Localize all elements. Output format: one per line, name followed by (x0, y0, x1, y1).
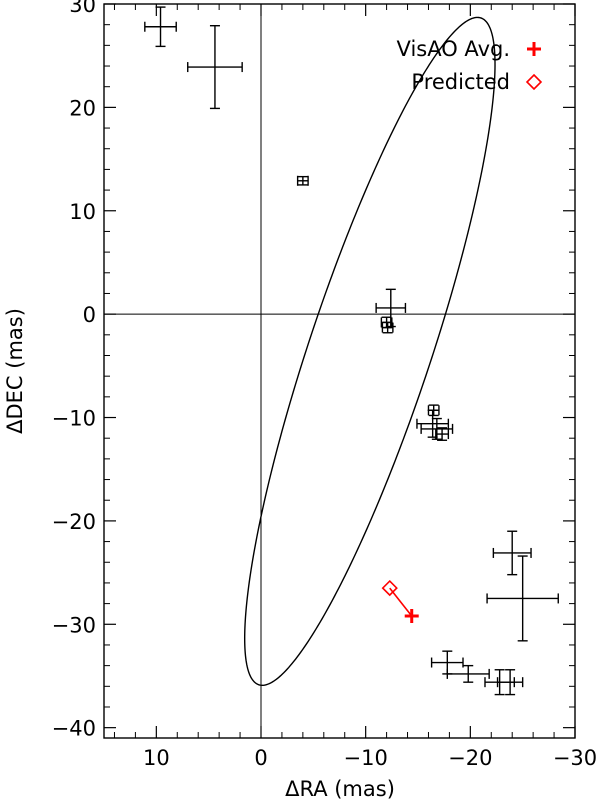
astrometry-point (492, 530, 532, 576)
predicted-marker (381, 579, 398, 597)
astrometry-point (296, 175, 309, 186)
legend-markers (525, 42, 543, 91)
y-tick-label: 20 (69, 96, 96, 120)
visao-avg-marker (404, 609, 419, 624)
x-axis: 10 0 −10 −20 −30 (113, 4, 597, 770)
astrometry-point (496, 669, 524, 696)
plot-frame (103, 3, 576, 739)
predicted-connector-line (389, 587, 413, 617)
y-tick-label: −10 (52, 407, 96, 431)
astrometry-point (486, 555, 559, 642)
data-points (144, 6, 559, 696)
y-tick-label: 10 (69, 200, 96, 224)
astrometry-point (446, 664, 490, 683)
legend-plus-marker (527, 42, 541, 56)
legend-diamond-marker (525, 73, 543, 91)
y-axis: −40 −30 −20 −10 0 10 20 30 (52, 0, 575, 741)
legend-label-predicted: Predicted (411, 70, 510, 94)
zero-lines (104, 4, 575, 738)
x-tick-label: 10 (143, 746, 170, 770)
orbit-ellipse (243, 16, 496, 687)
astrometry-point (435, 427, 450, 441)
y-tick-label: −20 (52, 510, 96, 534)
x-tick-label: −20 (448, 746, 492, 770)
x-tick-label: −10 (344, 746, 388, 770)
astrometry-point (144, 6, 177, 48)
y-tick-label: 0 (83, 303, 96, 327)
astrometry-point (375, 288, 407, 328)
astrometry-point (187, 25, 243, 110)
legend: VisAO Avg. Predicted (397, 37, 543, 94)
x-axis-title: ΔRA (mas) (285, 777, 395, 801)
astrometry-point (420, 417, 454, 440)
y-tick-label: 30 (69, 0, 96, 17)
y-tick-label: −30 (52, 613, 96, 637)
astrometry-point (381, 321, 394, 334)
predicted-to-observed-line (389, 587, 413, 617)
x-tick-label: −30 (553, 746, 597, 770)
legend-label-visao: VisAO Avg. (397, 37, 510, 61)
y-tick-label: −40 (52, 717, 96, 741)
x-tick-label: 0 (254, 746, 267, 770)
y-axis-title: ΔDEC (mas) (3, 308, 27, 434)
